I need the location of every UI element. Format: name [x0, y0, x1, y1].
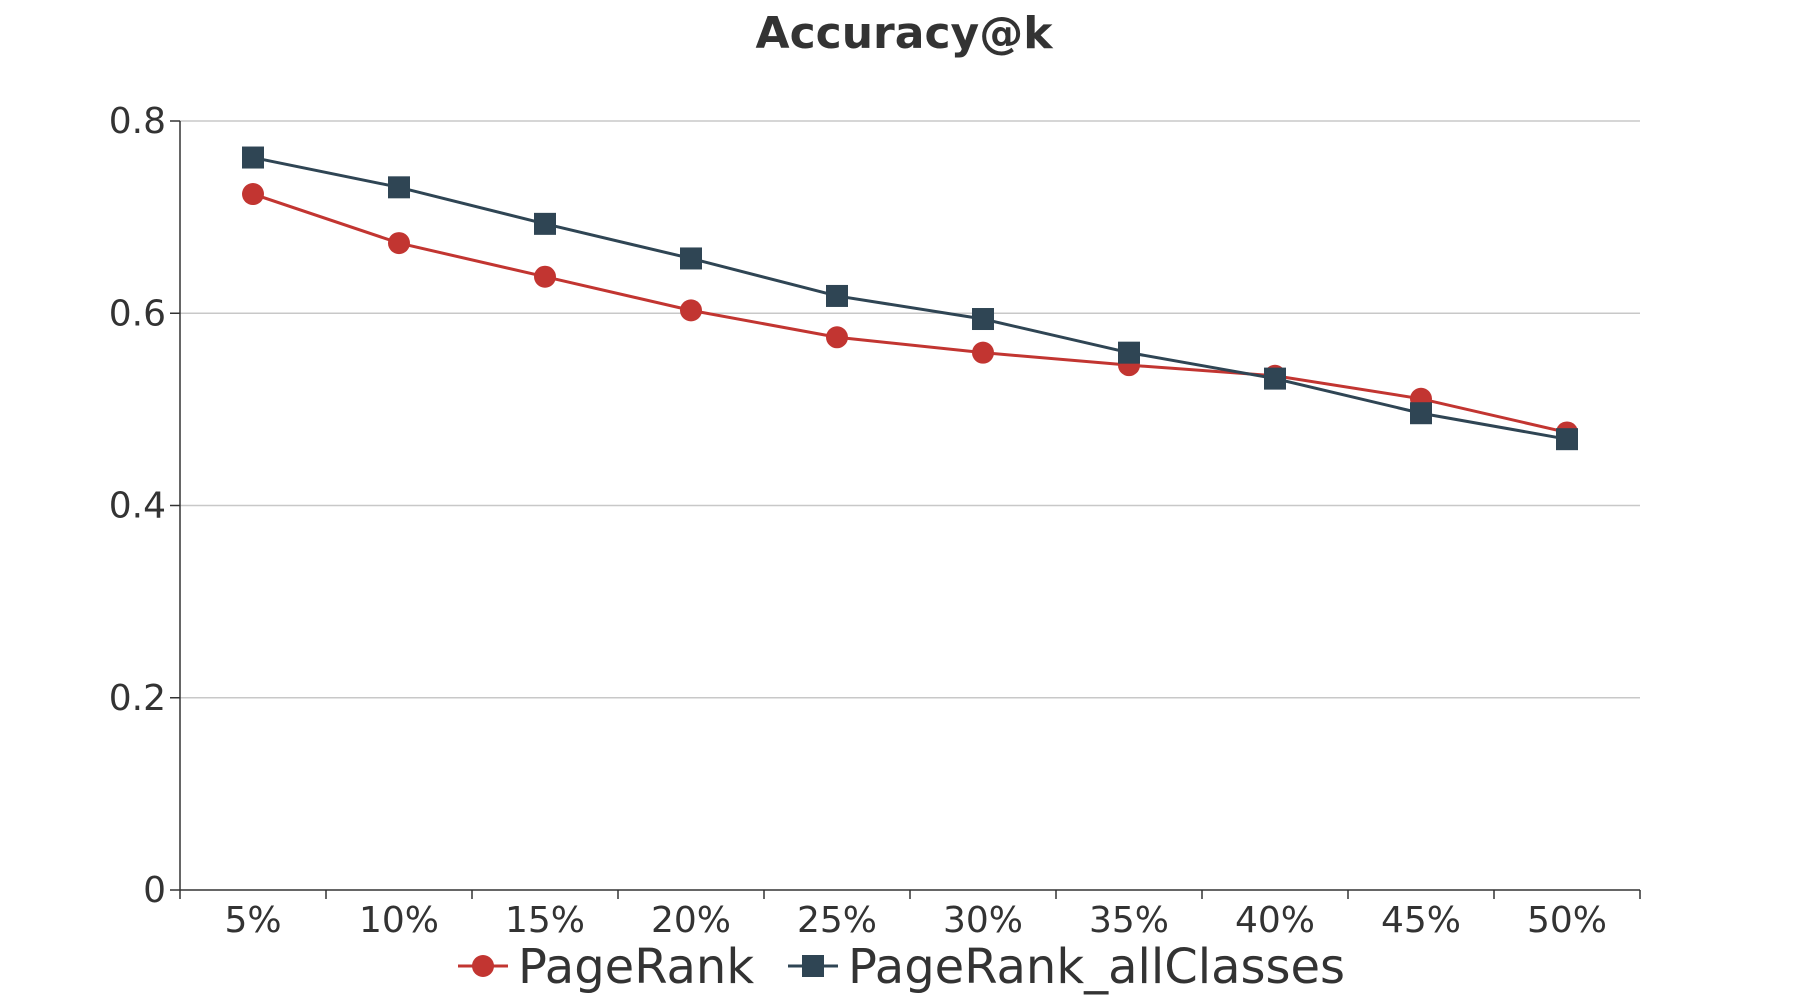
x-tick-label: 40% — [1235, 900, 1315, 941]
grid-lines — [180, 120, 1640, 699]
x-tick-label: 30% — [943, 900, 1023, 941]
data-point[interactable] — [972, 341, 994, 364]
x-tick-label: 15% — [505, 900, 585, 941]
x-tick-label: 35% — [1089, 900, 1169, 941]
x-tick-label: 10% — [359, 900, 439, 941]
data-point[interactable] — [388, 232, 410, 255]
x-tick-label: 20% — [651, 900, 731, 941]
legend-label: PageRank_allClasses — [848, 939, 1345, 995]
legend-square-icon — [802, 955, 824, 977]
series-group — [242, 146, 1578, 451]
data-point[interactable] — [534, 265, 556, 288]
data-point[interactable] — [242, 183, 264, 206]
y-tick-label: 0.4 — [109, 486, 166, 527]
x-tick-label: 25% — [797, 900, 877, 941]
legend[interactable]: PageRank PageRank_allClasses — [458, 939, 1345, 995]
data-point[interactable] — [388, 176, 410, 199]
data-point[interactable] — [826, 326, 848, 349]
y-tick-label: 0.2 — [109, 678, 166, 719]
legend-label: PageRank — [518, 939, 754, 995]
series-line — [252, 156, 1568, 441]
chart-title: Accuracy@k — [756, 8, 1055, 59]
data-point[interactable] — [1264, 367, 1286, 390]
y-tick-label: 0.6 — [109, 293, 166, 334]
axes: 0 0.2 0.4 0.6 0.8 5% 10% 15% 20% 25% 30% 35% 40% 45% 5… — [109, 101, 1641, 941]
data-point[interactable] — [972, 308, 994, 331]
legend-circle-icon — [472, 955, 494, 977]
data-point[interactable] — [1410, 402, 1432, 425]
legend-item[interactable]: PageRank — [458, 939, 754, 995]
data-point[interactable] — [680, 247, 702, 270]
data-point[interactable] — [826, 284, 848, 307]
data-point[interactable] — [1556, 428, 1578, 451]
series-line — [252, 192, 1568, 434]
x-tick-label: 45% — [1381, 900, 1461, 941]
y-tick-label: 0.8 — [109, 101, 166, 142]
legend-item[interactable]: PageRank_allClasses — [788, 939, 1345, 995]
data-point[interactable] — [534, 212, 556, 235]
x-tick-label: 50% — [1527, 900, 1607, 941]
data-point[interactable] — [242, 146, 264, 169]
series-PageRank_allClasses — [242, 146, 1578, 451]
x-tick-label: 5% — [224, 900, 281, 941]
data-point[interactable] — [680, 299, 702, 322]
data-point[interactable] — [1118, 341, 1140, 364]
y-tick-label: 0 — [143, 870, 166, 911]
